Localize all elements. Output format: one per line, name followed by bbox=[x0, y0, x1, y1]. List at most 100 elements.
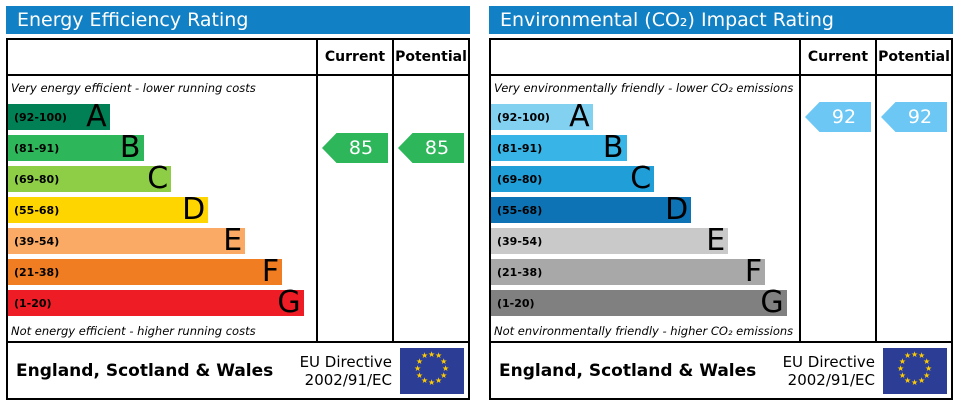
band-letter: C bbox=[147, 161, 169, 196]
bottom-note: Not energy efficient - higher running co… bbox=[11, 324, 256, 338]
column-header-potential: Potential bbox=[875, 40, 951, 74]
band-letter: A bbox=[86, 99, 107, 134]
current-arrow: 85 bbox=[322, 133, 388, 163]
bottom-note: Not environmentally friendly - higher CO… bbox=[494, 324, 794, 338]
band-range-label: (69-80) bbox=[497, 172, 543, 186]
band-range-label: (55-68) bbox=[497, 203, 543, 217]
band-row: (1-20) G bbox=[8, 285, 316, 320]
eu-star-icon: ★ bbox=[918, 375, 926, 385]
table-body-row: Very energy efficient - lower running co… bbox=[8, 76, 468, 341]
eu-star-icon: ★ bbox=[435, 351, 443, 361]
band-bar-a: (92-100) A bbox=[8, 99, 110, 134]
table-header-row: Current Potential bbox=[491, 40, 951, 76]
eu-star-icon: ★ bbox=[440, 370, 448, 380]
eu-star-icon: ★ bbox=[898, 356, 907, 366]
band-list: (92-100) A (81-91) B (69-80) C (55-68) D (39-54)… bbox=[491, 99, 799, 320]
current-arrow: 92 bbox=[805, 102, 871, 132]
potential-cell: 92 bbox=[875, 76, 951, 341]
band-letter: E bbox=[706, 223, 726, 258]
band-range-label: (81-91) bbox=[14, 141, 60, 155]
table-footer-row: England, Scotland & Wales EU Directive 2… bbox=[8, 341, 468, 398]
eu-star-icon: ★ bbox=[428, 377, 436, 387]
band-bar-g: (1-20) G bbox=[8, 285, 304, 320]
column-header-current: Current bbox=[316, 40, 392, 74]
band-letter: A bbox=[569, 99, 590, 134]
panel-title: Energy Efficiency Rating bbox=[6, 6, 470, 34]
eu-star-icon: ★ bbox=[421, 375, 429, 385]
eu-star-icon: ★ bbox=[918, 351, 926, 361]
eu-star-icon: ★ bbox=[925, 363, 933, 373]
eu-directive-label: EU Directive 2002/91/EC bbox=[783, 353, 875, 389]
band-bar-f: (21-38) F bbox=[491, 254, 766, 289]
eu-directive-line1: EU Directive bbox=[782, 352, 875, 371]
eu-star-icon: ★ bbox=[428, 349, 436, 359]
eu-star-icon: ★ bbox=[435, 375, 443, 385]
panel-title: Environmental (CO₂) Impact Rating bbox=[489, 6, 953, 34]
band-bar-c: (69-80) C bbox=[491, 161, 655, 196]
region-label: England, Scotland & Wales bbox=[16, 360, 274, 381]
band-bar-b: (81-91) B bbox=[8, 130, 144, 165]
band-bar-f: (21-38) F bbox=[8, 254, 283, 289]
band-letter: B bbox=[602, 130, 624, 165]
current-cell: 92 bbox=[799, 76, 875, 341]
band-bar-d: (55-68) D bbox=[8, 192, 209, 227]
eu-star-icon: ★ bbox=[440, 356, 448, 366]
band-letter: E bbox=[223, 223, 243, 258]
current-cell: 85 bbox=[316, 76, 392, 341]
eu-directive-line2: 2002/91/EC bbox=[304, 370, 392, 389]
band-range-label: (1-20) bbox=[14, 296, 52, 310]
band-letter: C bbox=[630, 161, 652, 196]
band-row: (21-38) F bbox=[491, 254, 799, 289]
band-row: (69-80) C bbox=[8, 161, 316, 196]
eu-flag: ★ ★ ★ ★ ★ ★ ★ ★ ★ ★ ★ ★ bbox=[883, 347, 947, 394]
eu-star-icon: ★ bbox=[923, 356, 931, 366]
band-row: (21-38) F bbox=[8, 254, 316, 289]
eu-star-icon: ★ bbox=[421, 351, 429, 361]
band-row: (81-91) B bbox=[491, 130, 799, 165]
eu-star-icon: ★ bbox=[911, 349, 919, 359]
eu-star-icon: ★ bbox=[897, 363, 905, 373]
eu-directive-label: EU Directive 2002/91/EC bbox=[300, 353, 392, 389]
table-body-row: Very environmentally friendly - lower CO… bbox=[491, 76, 951, 341]
band-range-label: (1-20) bbox=[497, 296, 535, 310]
band-letter: F bbox=[261, 254, 280, 289]
band-bar-c: (69-80) C bbox=[8, 161, 172, 196]
eu-star-icon: ★ bbox=[415, 370, 424, 380]
eu-star-icon: ★ bbox=[904, 351, 912, 361]
band-list: (92-100) A (81-91) B (69-80) C (55-68) D (39-54)… bbox=[8, 99, 316, 320]
band-bar-e: (39-54) E bbox=[491, 223, 729, 258]
potential-arrow: 92 bbox=[881, 102, 947, 132]
band-range-label: (55-68) bbox=[14, 203, 60, 217]
band-bar-a: (92-100) A bbox=[491, 99, 593, 134]
chart-area: Very environmentally friendly - lower CO… bbox=[491, 76, 799, 341]
column-header-current: Current bbox=[799, 40, 875, 74]
band-letter: B bbox=[119, 130, 141, 165]
eu-star-icon: ★ bbox=[415, 356, 424, 366]
band-bar-b: (81-91) B bbox=[491, 130, 627, 165]
band-range-label: (39-54) bbox=[14, 234, 60, 248]
band-row: (55-68) D bbox=[491, 192, 799, 227]
band-letter: G bbox=[277, 285, 301, 320]
rating-table: Current Potential Very energy efficient … bbox=[6, 38, 470, 400]
rating-panel: Energy Efficiency Rating Current Potenti… bbox=[6, 6, 470, 400]
band-row: (69-80) C bbox=[491, 161, 799, 196]
band-row: (39-54) E bbox=[8, 223, 316, 258]
chart-area: Very energy efficient - lower running co… bbox=[8, 76, 316, 341]
band-bar-d: (55-68) D bbox=[491, 192, 692, 227]
band-letter: D bbox=[665, 192, 689, 227]
band-letter: D bbox=[182, 192, 206, 227]
chart-header-cell bbox=[491, 40, 799, 74]
band-letter: G bbox=[760, 285, 784, 320]
region-label: England, Scotland & Wales bbox=[499, 360, 757, 381]
eu-star-icon: ★ bbox=[414, 363, 422, 373]
band-letter: F bbox=[744, 254, 763, 289]
band-row: (39-54) E bbox=[491, 223, 799, 258]
band-row: (55-68) D bbox=[8, 192, 316, 227]
rating-panel: Environmental (CO₂) Impact Rating Curren… bbox=[489, 6, 953, 400]
potential-cell: 85 bbox=[392, 76, 468, 341]
eu-star-icon: ★ bbox=[911, 377, 919, 387]
eu-directive-line2: 2002/91/EC bbox=[787, 370, 875, 389]
band-range-label: (69-80) bbox=[14, 172, 60, 186]
top-note: Very environmentally friendly - lower CO… bbox=[494, 81, 794, 95]
